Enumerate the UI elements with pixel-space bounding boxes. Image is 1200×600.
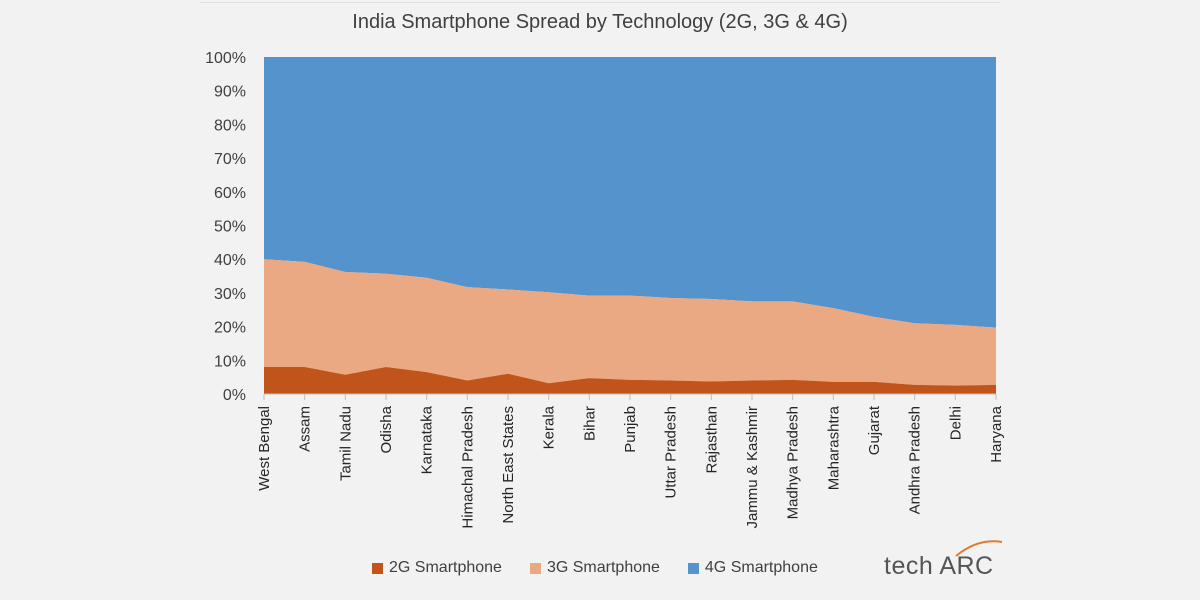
x-tick-label: Rajasthan: [703, 406, 720, 474]
x-tick-label: Assam: [297, 406, 314, 452]
x-tick-label: Delhi: [947, 406, 964, 440]
y-tick-label: 50%: [214, 219, 246, 236]
x-tick-label: Kerala: [541, 405, 558, 449]
legend: 2G Smartphone 3G Smartphone 4G Smartphon…: [372, 559, 818, 577]
y-tick-label: 100%: [205, 50, 246, 67]
chart-title: India Smartphone Spread by Technology (2…: [352, 11, 848, 33]
y-tick-label: 60%: [214, 185, 246, 202]
x-tick-label: Odisha: [378, 405, 395, 453]
y-tick-label: 10%: [214, 353, 246, 370]
x-tick-label: Gujarat: [866, 405, 883, 455]
x-tick-label: Madhya Pradesh: [785, 406, 802, 519]
y-tick-label: 30%: [214, 286, 246, 303]
area-3g-smartphone: [264, 259, 996, 386]
area-series-group: [264, 57, 996, 394]
y-tick-label: 40%: [214, 252, 246, 269]
legend-swatch-2g: [372, 562, 383, 574]
y-axis: 0% 10% 20% 30% 40% 50% 60% 70% 80% 90% 100%: [205, 50, 246, 404]
legend-label-4g: 4G Smartphone: [704, 559, 818, 576]
logo-text: tech ARC: [884, 552, 994, 580]
x-tick-label: Uttar Pradesh: [663, 406, 680, 499]
x-tick-label: Haryana: [988, 405, 1005, 462]
x-tick-label: Bihar: [581, 406, 598, 441]
x-tick-label: Maharashtra: [825, 405, 842, 490]
logo-arc-icon: [955, 540, 1003, 557]
legend-swatch-3g: [529, 562, 541, 574]
x-tick-label: Punjab: [622, 406, 639, 453]
y-tick-label: 80%: [214, 117, 246, 134]
legend-swatch-4g: [687, 562, 699, 574]
top-divider: [200, 2, 1000, 3]
y-tick-label: 20%: [214, 320, 246, 337]
y-tick-label: 90%: [214, 84, 246, 101]
y-tick-label: 0%: [223, 387, 246, 404]
legend-item-2g: 2G Smartphone: [372, 559, 502, 577]
legend-item-4g: 4G Smartphone: [687, 559, 818, 577]
x-tick-label: West Bengal: [256, 406, 273, 491]
x-tick-label: Tamil Nadu: [337, 406, 354, 481]
x-axis: West Bengal Assam Tamil Nadu Odisha Karnatak…: [256, 393, 1005, 529]
legend-label-2g: 2G Smartphone: [389, 559, 502, 576]
x-tick-label: Andhra Pradesh: [907, 406, 924, 514]
y-tick-label: 70%: [214, 151, 246, 168]
x-tick-label: Himachal Pradesh: [459, 406, 476, 529]
area-4g-smartphone: [264, 57, 996, 328]
techarc-logo: tech ARC: [884, 540, 1003, 581]
area-2g-smartphone: [264, 367, 996, 394]
x-tick-label: Karnataka: [419, 405, 436, 474]
x-tick-label: North East States: [500, 406, 517, 524]
legend-label-3g: 3G Smartphone: [546, 559, 660, 576]
legend-item-3g: 3G Smartphone: [529, 559, 660, 577]
x-tick-label: Jammu & Kashmir: [744, 406, 761, 529]
